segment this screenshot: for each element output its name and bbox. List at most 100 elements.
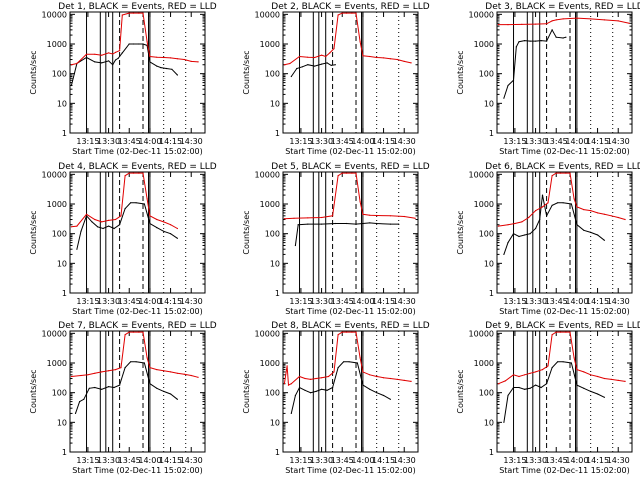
x-tick-label: 14:30 <box>180 137 203 146</box>
x-tick-label: 14:00 <box>138 137 161 146</box>
x-tick-label: 14:15 <box>159 297 182 306</box>
data-point-events <box>326 389 328 391</box>
data-point-events <box>296 67 298 70</box>
data-point-lld <box>576 206 578 208</box>
data-point-events <box>540 40 542 42</box>
data-point-lld <box>124 175 126 177</box>
x-tick-label: 13:45 <box>331 456 354 465</box>
data-point-lld <box>101 221 103 223</box>
data-point-lld <box>94 53 96 55</box>
data-point-lld <box>287 384 290 386</box>
x-tick-label: 13:30 <box>310 456 333 465</box>
data-point-events <box>85 215 88 217</box>
x-tick-label: 14:30 <box>180 456 203 465</box>
x-tick-label: 13:30 <box>97 456 120 465</box>
data-point-lld <box>94 218 96 221</box>
y-tick-label: 1 <box>275 289 280 298</box>
data-point-lld <box>359 201 361 203</box>
data-point-events <box>557 361 559 363</box>
data-point-events <box>298 386 301 389</box>
y-tick-label: 100 <box>52 70 67 79</box>
data-point-lld <box>497 225 499 227</box>
data-point-lld <box>396 58 398 61</box>
data-point-events <box>583 229 585 231</box>
data-point-events <box>512 79 515 81</box>
x-tick-label: 14:15 <box>372 297 395 306</box>
data-point-lld <box>128 172 130 174</box>
y-tick-label: 1000 <box>260 200 280 209</box>
y-axis-label: Counts/sec <box>242 369 251 413</box>
data-point-events <box>507 84 509 87</box>
data-point-events <box>562 202 564 204</box>
y-tick-label: 100 <box>479 230 494 239</box>
y-tick-label: 1 <box>275 129 280 138</box>
data-point-lld <box>70 226 72 228</box>
data-point-lld <box>359 41 361 43</box>
data-point-events <box>557 202 559 204</box>
series-line-lld <box>71 331 199 378</box>
data-point-events <box>165 67 167 70</box>
data-point-events <box>539 218 541 221</box>
x-tick-label: 14:00 <box>351 456 374 465</box>
x-tick-label: 14:00 <box>351 137 374 146</box>
data-point-events <box>119 224 121 226</box>
data-point-lld <box>70 375 72 378</box>
data-point-lld <box>124 334 126 336</box>
data-point-lld <box>170 57 172 59</box>
data-point-lld <box>120 215 122 217</box>
data-point-events <box>518 41 520 43</box>
data-point-lld <box>551 20 553 22</box>
data-point-events <box>176 398 178 400</box>
y-tick-label: 10000 <box>469 329 494 338</box>
data-point-lld <box>197 376 199 378</box>
data-point-events <box>114 59 117 61</box>
data-point-events <box>76 248 78 250</box>
data-point-lld <box>546 23 548 25</box>
data-point-lld <box>108 52 110 54</box>
data-point-events <box>503 421 505 423</box>
y-tick-label: 100 <box>52 230 67 239</box>
y-tick-label: 10000 <box>255 329 280 338</box>
data-point-events <box>170 233 172 235</box>
data-point-events <box>348 361 350 363</box>
data-point-lld <box>293 217 295 219</box>
data-point-lld <box>559 172 562 174</box>
data-point-lld <box>341 12 343 14</box>
y-tick-label: 10 <box>484 99 494 108</box>
data-point-lld <box>507 24 509 26</box>
y-tick-label: 1000 <box>47 359 67 368</box>
data-point-events <box>294 244 296 247</box>
x-tick-label: 13:45 <box>331 137 354 146</box>
x-axis-label: Start Time (02-Dec-11 15:02:00) <box>285 466 416 475</box>
y-tick-label: 10 <box>484 418 494 427</box>
data-point-lld <box>535 371 537 373</box>
y-tick-label: 10 <box>57 99 67 108</box>
data-point-events <box>88 387 90 389</box>
data-point-lld <box>369 55 371 58</box>
data-point-events <box>362 222 364 225</box>
data-point-lld <box>298 375 301 378</box>
data-point-events <box>97 226 99 228</box>
data-point-events <box>304 389 306 391</box>
data-point-lld <box>138 12 140 14</box>
x-tick-label: 14:00 <box>138 456 161 465</box>
data-point-events <box>138 43 140 45</box>
data-point-lld <box>351 331 353 333</box>
plot-frame <box>496 330 633 453</box>
data-point-lld <box>176 58 178 60</box>
data-point-lld <box>114 369 117 371</box>
plot-frame <box>69 171 206 294</box>
plot-frame <box>282 11 419 134</box>
data-point-events <box>170 393 172 395</box>
x-tick-label: 13:30 <box>97 137 120 146</box>
data-point-lld <box>521 23 523 25</box>
data-point-events <box>113 227 115 230</box>
data-point-events <box>142 43 144 45</box>
data-point-events <box>70 84 72 87</box>
data-point-lld <box>617 216 619 219</box>
data-point-lld <box>176 227 178 230</box>
data-point-lld <box>132 172 134 174</box>
data-point-lld <box>101 371 103 373</box>
plot-frame <box>496 171 633 294</box>
data-point-events <box>518 386 520 389</box>
